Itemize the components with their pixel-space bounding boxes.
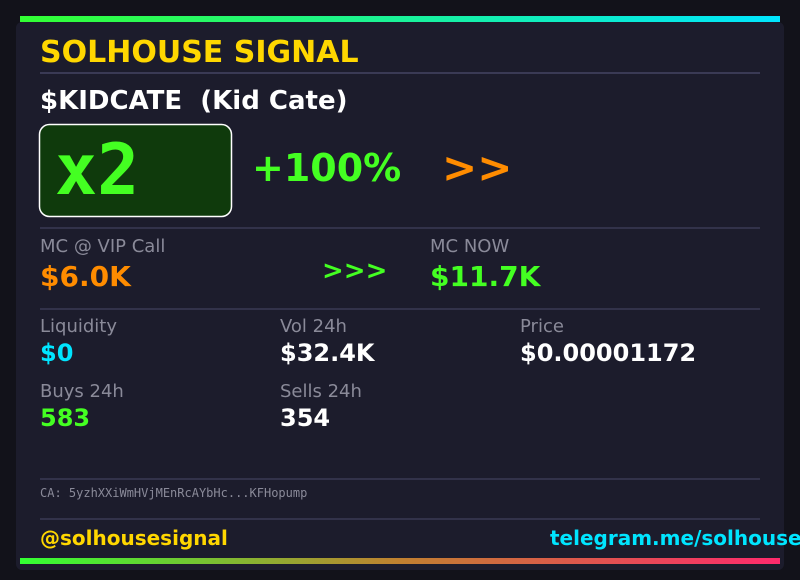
percent-gain: +100% (252, 146, 401, 190)
stat-label: Vol 24h (280, 316, 347, 337)
multiplier-box (38, 123, 233, 218)
stat-label: Liquidity (40, 316, 117, 337)
mc-arrows: >>> (322, 256, 387, 286)
mc-now-value: $11.7K (430, 260, 542, 293)
stat-label: Sells 24h (280, 381, 362, 402)
stat-value: 354 (280, 404, 330, 432)
stat-label: Price (520, 316, 564, 337)
token-name: $KIDCATE (Kid Cate) (40, 86, 347, 116)
stat-value: 583 (40, 404, 90, 432)
handle: @solhousesignal (40, 526, 228, 550)
stat-value: $0 (40, 339, 73, 367)
telegram-link[interactable]: telegram.me/solhouse (550, 526, 800, 550)
top-bar (20, 16, 780, 22)
stat-value: $32.4K (280, 339, 376, 367)
bottom-bar (20, 558, 780, 564)
contract-address: CA: 5yzhXXiWmHVjMEnRcAYbHc...KFHopump (40, 486, 307, 500)
stat-value: $0.00001172 (520, 339, 696, 367)
mc-call-label: MC @ VIP Call (40, 236, 165, 257)
arrows: >> (442, 143, 512, 192)
multiplier: x2 (55, 129, 139, 211)
mc-now-label: MC NOW (430, 236, 509, 257)
stat-label: Buys 24h (40, 381, 124, 402)
title: SOLHOUSE SIGNAL (40, 35, 359, 70)
mc-call-value: $6.0K (40, 260, 132, 293)
